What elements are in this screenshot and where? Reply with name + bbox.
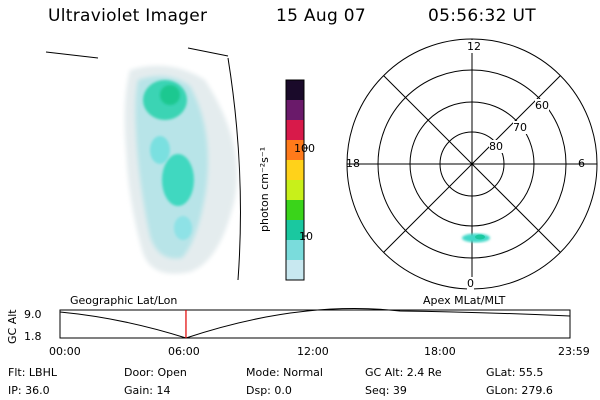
colorbar-segment [286, 240, 304, 261]
polar-emission-core [475, 234, 485, 240]
colorbar-frame [285, 79, 305, 281]
timeline-ytick-top: 9.0 [24, 308, 42, 321]
colorbar-segment [286, 220, 304, 241]
info-door: Door: Open [124, 366, 187, 379]
timeline-left-title: Geographic Lat/Lon [70, 294, 178, 307]
info-glat: GLat: 55.5 [486, 366, 544, 379]
colorbar-segment [286, 140, 304, 161]
info-gc-alt: GC Alt: 2.4 Re [365, 366, 442, 379]
lat-label-80: 80 [489, 140, 503, 153]
colorbar-segment [286, 100, 304, 121]
info-seq: Seq: 39 [365, 384, 407, 397]
instrument-title: Ultraviolet Imager [48, 6, 208, 26]
colorbar-segment [286, 80, 304, 101]
emission-blob-mid [150, 136, 170, 164]
colorbar-segment [286, 160, 304, 181]
emission-blob-tail [174, 216, 192, 240]
colorbar-tick-10: 10 [299, 230, 313, 243]
timeline-xtick-2359: 23:59 [558, 345, 590, 358]
mlt-label-0: 0 [467, 277, 474, 290]
info-filter: Flt: LBHL [8, 366, 57, 379]
colorbar-segment [286, 120, 304, 141]
frame-top-left [45, 51, 99, 59]
mlt-label-6: 6 [578, 157, 585, 170]
info-mode: Mode: Normal [246, 366, 323, 379]
mlt-label-18: 18 [346, 157, 360, 170]
mlt-label-12: 12 [466, 40, 482, 53]
info-dsp: Dsp: 0.0 [246, 384, 292, 397]
time-label: 05:56:32 UT [428, 6, 536, 26]
frame-right-edge [227, 57, 241, 281]
info-ip: IP: 36.0 [8, 384, 50, 397]
timeline-xtick-1200: 12:00 [297, 345, 329, 358]
timeline-xtick-0600: 06:00 [168, 345, 200, 358]
info-gain: Gain: 14 [124, 384, 171, 397]
lat-label-60: 60 [535, 99, 549, 112]
colorbar-segment [286, 180, 304, 201]
altitude-curve [59, 308, 571, 339]
frame-top-right [187, 47, 229, 57]
info-glon: GLon: 279.6 [486, 384, 553, 397]
colorbar-segment [286, 200, 304, 221]
date-label: 15 Aug 07 [276, 6, 366, 26]
timeline-xtick-0000: 00:00 [49, 345, 81, 358]
colorbar-tick-100: 100 [294, 142, 315, 155]
emission-blob-lower [162, 154, 194, 206]
timeline-ytick-bottom: 1.8 [24, 330, 42, 343]
polar-diagonal-b [383, 75, 561, 253]
colorbar-segment [286, 260, 304, 281]
timeline-right-title: Apex MLat/MLT [423, 294, 506, 307]
timeline-xtick-1800: 18:00 [424, 345, 456, 358]
emission-core-upper [160, 85, 180, 105]
lat-label-70: 70 [513, 121, 527, 134]
